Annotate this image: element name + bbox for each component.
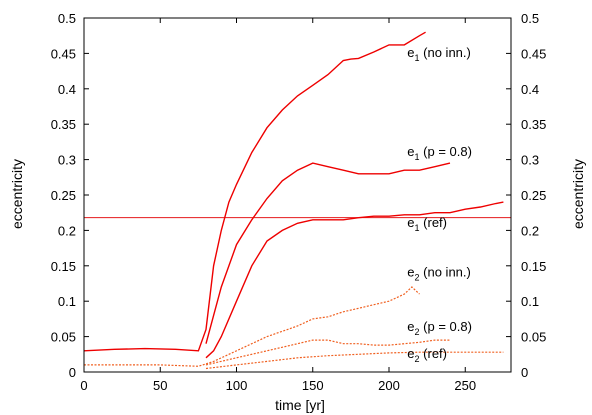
y-tick-label-right-6: 0.3: [521, 153, 539, 168]
y-tick-label-right-7: 0.35: [521, 117, 546, 132]
x-tick-label-1: 50: [153, 378, 167, 393]
x-tick-label-5: 250: [454, 378, 476, 393]
y-tick-label-left-5: 0.25: [51, 188, 76, 203]
y-tick-label-left-7: 0.35: [51, 117, 76, 132]
x-tick-label-2: 100: [226, 378, 248, 393]
series-label-4: e2 (no inn.): [407, 264, 471, 282]
y-tick-label-left-0: 0: [69, 365, 76, 380]
series-line-3: [205, 201, 504, 359]
plot-layer: e1 (no inn.) e1 (p = 0.8) e1 (ref) e2 (no i…: [83, 31, 511, 370]
series-label-2: e1 (p = 0.8): [407, 144, 472, 162]
x-axis-label: time [yr]: [275, 397, 325, 413]
axes-layer: 0 00.05 0.050.1 0.10.15 0.150.2 0.20.25 0.250.…: [51, 11, 547, 393]
y-tick-label-left-6: 0.3: [58, 153, 76, 168]
y-tick-label-right-0: 0: [521, 365, 528, 380]
series-line-1: [83, 31, 426, 352]
x-tick-label-3: 150: [302, 378, 324, 393]
series-label-3: e1 (ref): [407, 215, 447, 233]
y-tick-label-left-4: 0.2: [58, 223, 76, 238]
y-tick-label-right-2: 0.1: [521, 294, 539, 309]
y-tick-label-right-3: 0.15: [521, 259, 546, 274]
y-axis-label-left: eccentricity: [9, 159, 25, 229]
series-line-6: [205, 351, 504, 370]
series-line-2: [205, 162, 451, 344]
y-axis-label-right: eccentricity: [570, 159, 586, 229]
y-tick-label-right-10: 0.5: [521, 11, 539, 26]
y-tick-label-left-3: 0.15: [51, 259, 76, 274]
y-tick-label-left-8: 0.4: [58, 82, 76, 97]
y-tick-label-right-8: 0.4: [521, 82, 539, 97]
y-tick-label-right-9: 0.45: [521, 46, 546, 61]
y-tick-label-right-1: 0.05: [521, 330, 546, 345]
y-tick-label-left-1: 0.05: [51, 330, 76, 345]
series-line-4: [84, 286, 420, 367]
series-label-5: e2 (p = 0.8): [407, 319, 472, 337]
y-tick-label-left-2: 0.1: [58, 294, 76, 309]
series-label-1: e1 (no inn.): [407, 45, 471, 63]
series-line-5: [205, 339, 450, 366]
y-tick-label-left-10: 0.5: [58, 11, 76, 26]
y-tick-label-left-9: 0.45: [51, 46, 76, 61]
x-tick-label-4: 200: [378, 378, 400, 393]
x-tick-label-0: 0: [80, 378, 87, 393]
series-label-6: e2 (ref): [407, 346, 447, 364]
y-tick-label-right-4: 0.2: [521, 223, 539, 238]
y-tick-label-right-5: 0.25: [521, 188, 546, 203]
